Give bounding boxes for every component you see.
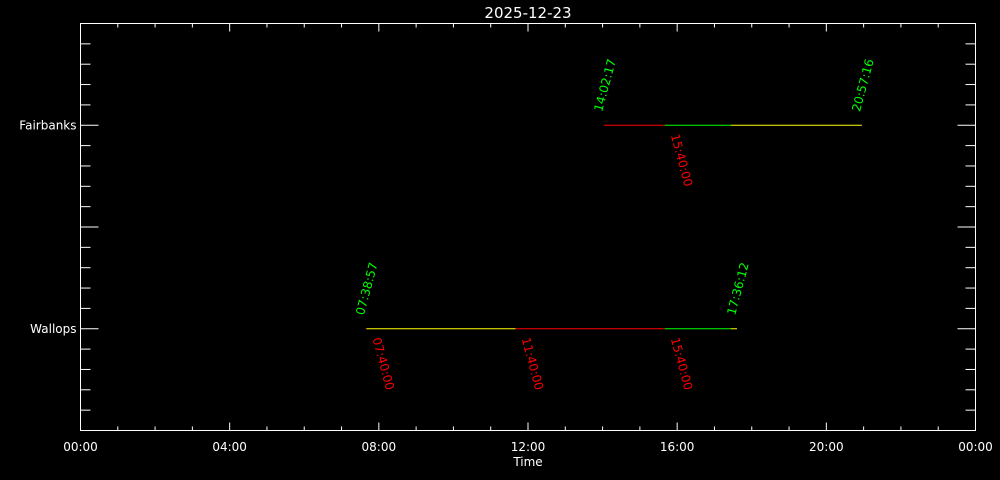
marker-time-label: 15:40:00 xyxy=(668,132,695,188)
x-tick-label: 20:00 xyxy=(809,440,844,454)
chart-title: 2025-12-23 xyxy=(484,4,571,22)
x-tick-label: 00:00 xyxy=(63,440,98,454)
x-tick-label: 12:00 xyxy=(511,440,546,454)
pass-time-label: 17:36:12 xyxy=(724,261,751,317)
pass-time-label: 20:57:16 xyxy=(849,57,876,113)
x-tick-label: 16:00 xyxy=(660,440,695,454)
marker-time-label: 15:40:00 xyxy=(668,336,695,392)
y-tick-label-fairbanks: Fairbanks xyxy=(19,118,76,132)
x-axis-label: Time xyxy=(512,455,542,469)
marker-time-label: 11:40:00 xyxy=(519,336,546,392)
pass-time-label: 14:02:17 xyxy=(591,57,618,113)
x-tick-label: 04:00 xyxy=(212,440,247,454)
pass-time-label: 07:38:57 xyxy=(353,261,380,317)
x-tick-label: 00:00 xyxy=(958,440,993,454)
x-tick-label: 08:00 xyxy=(362,440,397,454)
marker-time-label: 07:40:00 xyxy=(370,336,397,392)
y-tick-label-wallops: Wallops xyxy=(30,322,76,336)
